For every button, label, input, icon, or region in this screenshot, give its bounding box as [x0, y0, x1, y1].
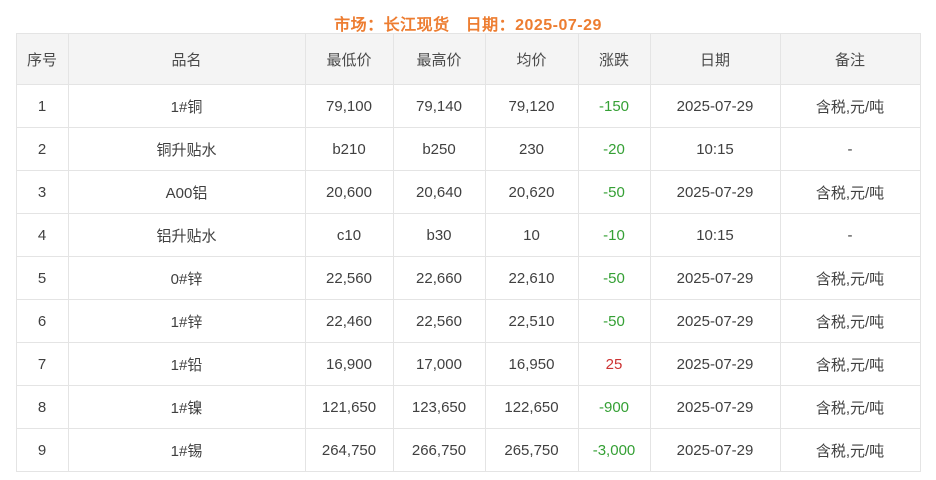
- cell-note: 含税,元/吨: [779, 385, 921, 429]
- cell-name: 铝升贴水: [67, 213, 306, 257]
- cell-no: 1: [15, 84, 69, 128]
- table-row: 3 A00铝 20,600 20,640 20,620 -50 2025-07-29 含税,元…: [15, 170, 921, 214]
- cell-change: -50: [577, 256, 651, 300]
- table-body: 1 1#铜 79,100 79,140 79,120 -150 2025-07-29 含税,元…: [15, 84, 921, 472]
- cell-avg: 22,510: [484, 299, 579, 343]
- cell-name: A00铝: [67, 170, 306, 214]
- cell-note: -: [779, 213, 921, 257]
- col-header-high: 最高价: [392, 33, 486, 85]
- cell-low: 20,600: [304, 170, 394, 214]
- cell-date: 2025-07-29: [649, 428, 781, 472]
- cell-low: b210: [304, 127, 394, 171]
- cell-name: 0#锌: [67, 256, 306, 300]
- cell-avg: 79,120: [484, 84, 579, 128]
- cell-change: -20: [577, 127, 651, 171]
- col-header-note: 备注: [779, 33, 921, 85]
- cell-high: 20,640: [392, 170, 486, 214]
- table-row: 8 1#镍 121,650 123,650 122,650 -900 2025-07-29 含…: [15, 385, 921, 429]
- page-title: 市场：长江现货 日期：2025-07-29: [0, 0, 936, 34]
- cell-low: c10: [304, 213, 394, 257]
- cell-avg: 16,950: [484, 342, 579, 386]
- cell-low: 79,100: [304, 84, 394, 128]
- cell-no: 6: [15, 299, 69, 343]
- cell-name: 1#铅: [67, 342, 306, 386]
- cell-avg: 122,650: [484, 385, 579, 429]
- cell-high: 17,000: [392, 342, 486, 386]
- cell-change: -3,000: [577, 428, 651, 472]
- cell-note: 含税,元/吨: [779, 256, 921, 300]
- cell-no: 8: [15, 385, 69, 429]
- date-label: 日期：2025-07-29: [465, 17, 602, 34]
- cell-date: 2025-07-29: [649, 299, 781, 343]
- cell-avg: 265,750: [484, 428, 579, 472]
- cell-low: 22,560: [304, 256, 394, 300]
- table-header-row: 序号 品名 最低价 最高价 均价 涨跌 日期 备注: [15, 33, 921, 85]
- cell-high: b250: [392, 127, 486, 171]
- table-row: 2 铜升贴水 b210 b250 230 -20 10:15-: [15, 127, 921, 171]
- price-table: 序号 品名 最低价 最高价 均价 涨跌 日期 备注 1 1#铜 79,100 79,1…: [15, 33, 921, 472]
- col-header-low: 最低价: [304, 33, 394, 85]
- cell-no: 2: [15, 127, 69, 171]
- market-label: 市场：长江现货: [334, 17, 450, 34]
- cell-change: -900: [577, 385, 651, 429]
- table-row: 4 铝升贴水 c10 b30 10 -10 10:15-: [15, 213, 921, 257]
- cell-high: 22,560: [392, 299, 486, 343]
- table-row: 6 1#锌 22,460 22,560 22,510 -50 2025-07-29 含税,元/…: [15, 299, 921, 343]
- col-header-name: 品名: [67, 33, 306, 85]
- table-row: 1 1#铜 79,100 79,140 79,120 -150 2025-07-29 含税,元…: [15, 84, 921, 128]
- cell-note: 含税,元/吨: [779, 342, 921, 386]
- table-row: 7 1#铅 16,900 17,000 16,950 25 2025-07-29 含税,元/吨: [15, 342, 921, 386]
- cell-no: 4: [15, 213, 69, 257]
- cell-low: 121,650: [304, 385, 394, 429]
- cell-low: 264,750: [304, 428, 394, 472]
- table-row: 9 1#锡 264,750 266,750 265,750 -3,000 2025-07-2…: [15, 428, 921, 472]
- cell-no: 7: [15, 342, 69, 386]
- cell-low: 22,460: [304, 299, 394, 343]
- cell-change: -10: [577, 213, 651, 257]
- cell-avg: 230: [484, 127, 579, 171]
- col-header-date: 日期: [649, 33, 781, 85]
- col-header-change: 涨跌: [577, 33, 651, 85]
- cell-date: 2025-07-29: [649, 385, 781, 429]
- cell-note: 含税,元/吨: [779, 428, 921, 472]
- cell-date: 10:15: [649, 127, 781, 171]
- cell-name: 铜升贴水: [67, 127, 306, 171]
- col-header-avg: 均价: [484, 33, 579, 85]
- cell-name: 1#锌: [67, 299, 306, 343]
- cell-name: 1#锡: [67, 428, 306, 472]
- cell-low: 16,900: [304, 342, 394, 386]
- cell-no: 5: [15, 256, 69, 300]
- cell-note: -: [779, 127, 921, 171]
- cell-high: 266,750: [392, 428, 486, 472]
- cell-date: 2025-07-29: [649, 170, 781, 214]
- cell-date: 2025-07-29: [649, 256, 781, 300]
- cell-date: 10:15: [649, 213, 781, 257]
- cell-high: b30: [392, 213, 486, 257]
- table-row: 5 0#锌 22,560 22,660 22,610 -50 2025-07-29 含税,元/…: [15, 256, 921, 300]
- cell-name: 1#镍: [67, 385, 306, 429]
- cell-avg: 20,620: [484, 170, 579, 214]
- cell-date: 2025-07-29: [649, 84, 781, 128]
- cell-note: 含税,元/吨: [779, 299, 921, 343]
- cell-note: 含税,元/吨: [779, 84, 921, 128]
- cell-no: 3: [15, 170, 69, 214]
- cell-high: 79,140: [392, 84, 486, 128]
- col-header-no: 序号: [15, 33, 69, 85]
- cell-high: 22,660: [392, 256, 486, 300]
- cell-avg: 22,610: [484, 256, 579, 300]
- cell-note: 含税,元/吨: [779, 170, 921, 214]
- cell-name: 1#铜: [67, 84, 306, 128]
- cell-change: -50: [577, 170, 651, 214]
- cell-avg: 10: [484, 213, 579, 257]
- cell-high: 123,650: [392, 385, 486, 429]
- cell-change: -50: [577, 299, 651, 343]
- cell-date: 2025-07-29: [649, 342, 781, 386]
- cell-change: 25: [577, 342, 651, 386]
- cell-no: 9: [15, 428, 69, 472]
- cell-change: -150: [577, 84, 651, 128]
